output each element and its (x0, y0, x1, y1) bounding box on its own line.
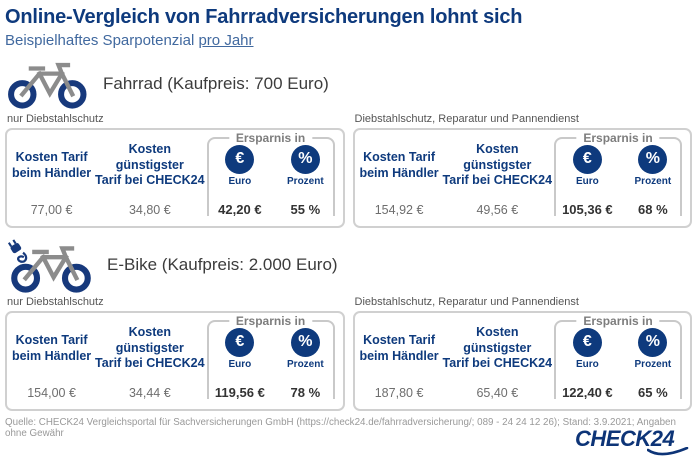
dealer-cost: 187,80 € (374, 386, 424, 400)
fahrrad-table-komplett: Diebstahlschutz, Reparatur und Pannendie… (352, 113, 692, 228)
euro-icon: € (572, 327, 602, 357)
check24-logo-text: CHECK24 (575, 426, 675, 451)
check24-cost: 65,40 € (476, 386, 519, 400)
savings-title: Ersparnis in (576, 314, 660, 328)
savings-title: Ersparnis in (576, 131, 660, 145)
check24-cost: 34,44 € (128, 386, 171, 400)
fahrrad-tables: nur Diebstahlschutz Ersparnis in Kosten … (5, 113, 692, 228)
subtitle-underlined: pro Jahr (198, 32, 254, 49)
euro-icon: € (225, 144, 255, 174)
col-header-check24: Kosten günstigster Tarif bei CHECK24 (95, 325, 205, 371)
euro-column: € Euro (553, 144, 622, 187)
fahrrad-title: Fahrrad (Kaufpreis: 700 Euro) (103, 74, 329, 93)
fahrrad-table-diebstahl: nur Diebstahlschutz Ersparnis in Kosten … (5, 113, 345, 228)
euro-label: Euro (228, 358, 252, 370)
section-ebike: E-Bike (Kaufpreis: 2.000 Euro) nur Diebs… (5, 237, 692, 411)
percent-label: Prozent (634, 175, 672, 187)
saving-percent: 55 % (290, 202, 321, 217)
savings-title: Ersparnis in (228, 131, 313, 145)
percent-icon: % (290, 327, 320, 357)
saving-percent: 65 % (638, 385, 668, 400)
savings-title: Ersparnis in (228, 314, 313, 328)
saving-euro: 105,36 € (562, 202, 613, 217)
saving-euro: 42,20 € (218, 202, 262, 217)
euro-label: Euro (575, 175, 599, 187)
check24-cost: 49,56 € (476, 203, 519, 217)
euro-column: € Euro (205, 144, 274, 187)
col-header-dealer: Kosten Tarif beim Händler (11, 149, 92, 180)
percent-icon: % (290, 144, 320, 174)
col-header-check24: Kosten günstigster Tarif bei CHECK24 (95, 142, 205, 188)
table-label: nur Diebstahlschutz (7, 113, 104, 125)
ebike-title: E-Bike (Kaufpreis: 2.000 Euro) (107, 255, 338, 274)
ebike-table-diebstahl: nur Diebstahlschutz Ersparnis in Kosten … (5, 296, 345, 411)
saving-euro: 122,40 € (562, 385, 613, 400)
table-label: nur Diebstahlschutz (7, 296, 104, 308)
table-box: Ersparnis in Kosten Tarif beim Händler K… (352, 128, 692, 228)
table-box: Ersparnis in Kosten Tarif beim Händler K… (5, 311, 345, 411)
percent-column: % Prozent (274, 327, 336, 370)
percent-label: Prozent (287, 358, 324, 370)
percent-label: Prozent (634, 358, 672, 370)
table-label: Diebstahlschutz, Reparatur und Pannendie… (354, 296, 579, 308)
percent-column: % Prozent (622, 144, 684, 187)
dealer-cost: 154,92 € (374, 203, 424, 217)
saving-euro: 119,56 € (214, 385, 265, 400)
page-subtitle: Beispielhaftes Sparpotenzial pro Jahr (5, 32, 692, 49)
saving-percent: 78 % (290, 385, 321, 400)
col-header-dealer: Kosten Tarif beim Händler (11, 332, 92, 363)
percent-column: % Prozent (274, 144, 336, 187)
ebike-icon (5, 237, 97, 293)
fahrrad-header: Fahrrad (Kaufpreis: 700 Euro) (5, 58, 692, 110)
bicycle-icon (5, 59, 93, 109)
table-box: Ersparnis in Kosten Tarif beim Händler K… (5, 128, 345, 228)
euro-column: € Euro (553, 327, 622, 370)
col-header-check24: Kosten günstigster Tarif bei CHECK24 (442, 325, 553, 371)
col-header-dealer: Kosten Tarif beim Händler (359, 332, 439, 363)
page-title: Online-Vergleich von Fahrradversicherung… (5, 6, 523, 28)
ebike-header: E-Bike (Kaufpreis: 2.000 Euro) (5, 237, 692, 293)
euro-label: Euro (575, 358, 599, 370)
col-header-check24: Kosten günstigster Tarif bei CHECK24 (442, 142, 553, 188)
percent-icon: % (638, 327, 668, 357)
col-header-dealer: Kosten Tarif beim Händler (359, 149, 439, 180)
euro-label: Euro (228, 175, 252, 187)
check24-cost: 34,80 € (128, 203, 171, 217)
ebike-tables: nur Diebstahlschutz Ersparnis in Kosten … (5, 296, 692, 411)
dealer-cost: 77,00 € (30, 203, 73, 217)
check24-logo: CHECK24 (575, 426, 689, 456)
percent-label: Prozent (287, 175, 324, 187)
source-note: Quelle: CHECK24 Vergleichsportal für Sac… (5, 417, 676, 439)
euro-icon: € (572, 144, 602, 174)
dealer-cost: 154,00 € (27, 386, 76, 400)
ebike-table-komplett: Diebstahlschutz, Reparatur und Pannendie… (352, 296, 692, 411)
subtitle-prefix: Beispielhaftes Sparpotenzial (5, 32, 199, 49)
infographic: Online-Vergleich von Fahrradversicherung… (5, 6, 692, 456)
table-label: Diebstahlschutz, Reparatur und Pannendie… (354, 113, 579, 125)
section-fahrrad: Fahrrad (Kaufpreis: 700 Euro) nur Diebst… (5, 58, 692, 228)
euro-column: € Euro (205, 327, 274, 370)
saving-percent: 68 % (638, 202, 668, 217)
euro-icon: € (225, 327, 255, 357)
check24-logo-swoosh (647, 447, 689, 456)
table-box: Ersparnis in Kosten Tarif beim Händler K… (352, 311, 692, 411)
percent-icon: % (638, 144, 668, 174)
percent-column: % Prozent (622, 327, 684, 370)
